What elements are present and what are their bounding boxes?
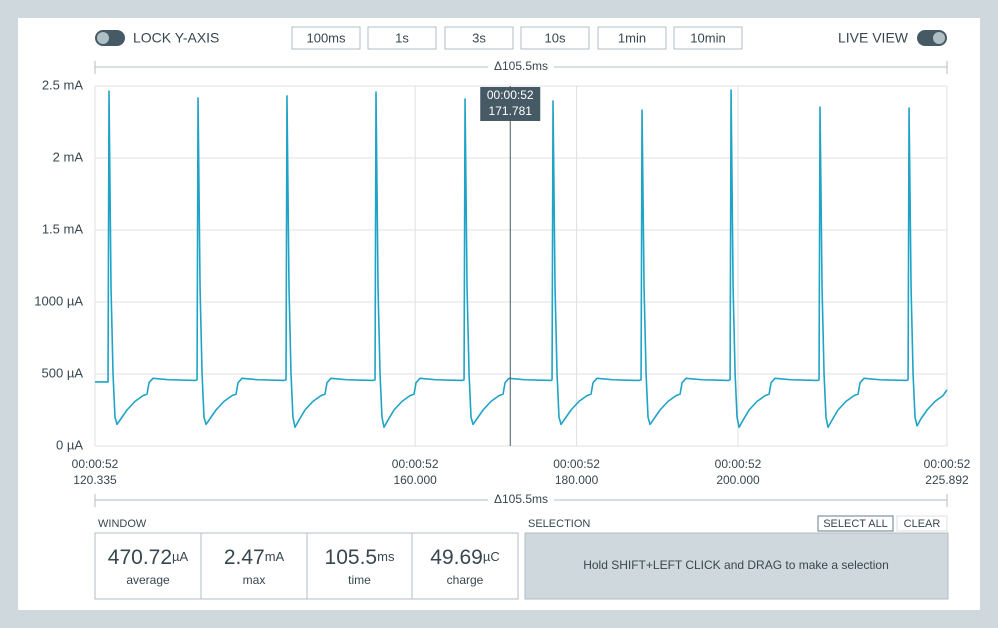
stat-box	[94, 532, 202, 600]
y-tick-label: 0 µA	[56, 437, 83, 452]
stat-unit: µC	[483, 549, 500, 564]
stat-unit: µA	[172, 549, 188, 564]
select-all-label: SELECT ALL	[823, 518, 888, 530]
zoom-label: 3s	[472, 30, 486, 45]
clear-button[interactable]	[896, 515, 948, 532]
x-tick-time: 00:00:52	[392, 457, 439, 471]
x-tick-time: 00:00:52	[553, 457, 600, 471]
zoom-label: 10s	[545, 30, 566, 45]
span-bottom: Δ105.5ms	[494, 492, 548, 506]
y-tick-label: 1.5 mA	[42, 221, 84, 236]
zoom-label: 1min	[618, 30, 646, 45]
stat-box	[411, 532, 519, 600]
x-tick-time: 00:00:52	[715, 457, 762, 471]
cursor-time: 00:00:52	[487, 88, 534, 102]
zoom-label: 100ms	[306, 30, 346, 45]
stat-value: 49.69µC	[430, 546, 499, 569]
zoom-button[interactable]	[367, 26, 437, 50]
x-tick-label: 160.000	[393, 473, 437, 487]
stat-unit: mA	[265, 549, 285, 564]
live-label: LIVE VIEW	[838, 30, 909, 46]
zoom-button[interactable]	[520, 26, 590, 50]
zoom-button[interactable]	[673, 26, 743, 50]
stat-label: time	[348, 573, 371, 587]
toggle-knob	[97, 32, 109, 44]
x-tick-label: 180.000	[555, 473, 599, 487]
x-tick-time: 00:00:52	[72, 457, 119, 471]
selection-title: SELECTION	[528, 518, 590, 530]
stat-number: 470.72	[108, 546, 172, 569]
y-tick-label: 1000 µA	[34, 293, 83, 308]
x-tick-label: 120.335	[73, 473, 117, 487]
x-tick-label: 200.000	[716, 473, 760, 487]
span-top: Δ105.5ms	[494, 59, 548, 73]
cursor-tooltip	[480, 87, 541, 121]
stat-number: 105.5	[325, 546, 378, 569]
stat-label: charge	[447, 573, 484, 587]
clear-label: CLEAR	[904, 518, 941, 530]
zoom-label: 1s	[395, 30, 409, 45]
stat-value: 470.72µA	[108, 546, 189, 569]
stat-label: average	[126, 573, 170, 587]
zoom-button[interactable]	[291, 26, 361, 50]
span-label-bg	[488, 492, 554, 507]
lock-label: LOCK Y-AXIS	[133, 30, 219, 46]
x-tick-label: 225.892	[925, 473, 969, 487]
select-all-button[interactable]	[817, 515, 894, 532]
stat-box	[200, 532, 308, 600]
y-tick-label: 2.5 mA	[42, 77, 84, 92]
zoom-button[interactable]	[444, 26, 514, 50]
stat-number: 49.69	[430, 546, 483, 569]
selection-hint: Hold SHIFT+LEFT CLICK and DRAG to make a…	[583, 558, 889, 572]
stat-value: 2.47mA	[224, 546, 285, 569]
stat-unit: ms	[377, 549, 395, 564]
stat-number: 2.47	[224, 546, 265, 569]
stat-value: 105.5ms	[325, 546, 395, 569]
x-tick-time: 00:00:52	[924, 457, 971, 471]
zoom-button[interactable]	[597, 26, 667, 50]
y-tick-label: 2 mA	[53, 149, 84, 164]
window-title: WINDOW	[98, 518, 147, 530]
stat-label: max	[243, 573, 266, 587]
stat-box	[306, 532, 413, 600]
cursor-value: 171.781	[489, 104, 533, 118]
selection-box	[524, 532, 949, 600]
span-label-bg	[488, 59, 554, 74]
data-line	[95, 89, 948, 429]
zoom-label: 10min	[690, 30, 725, 45]
y-tick-label: 500 µA	[42, 365, 84, 380]
toggle-knob	[933, 32, 945, 44]
